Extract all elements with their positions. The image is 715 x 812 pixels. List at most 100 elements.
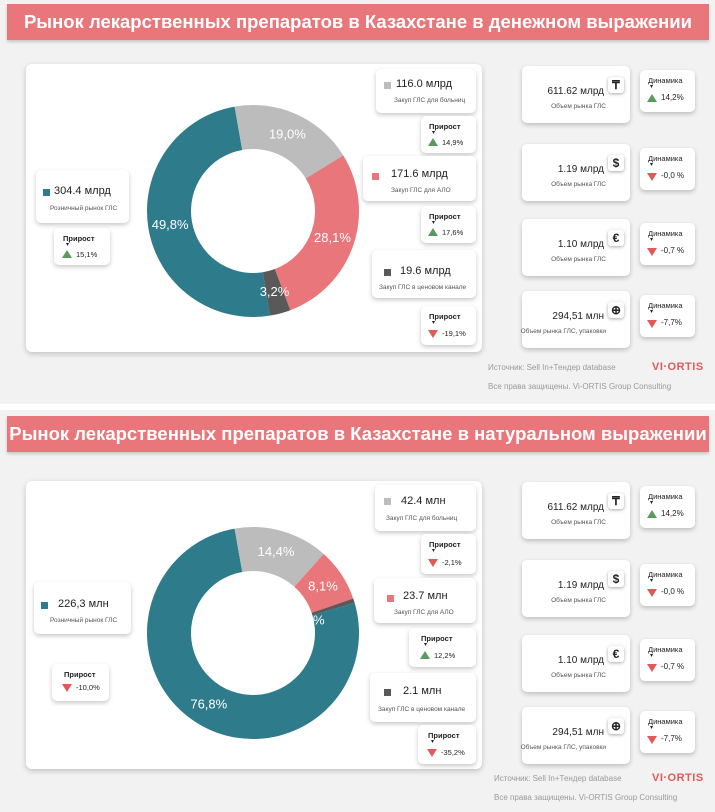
hospital-label: Закуп ГЛС для больниц (386, 515, 458, 522)
down-arrow-icon (647, 589, 657, 597)
dynamics-label: Динамика (648, 645, 683, 654)
dynamics-card: Динамика ▾ -7,7% (640, 295, 695, 337)
growth-label: Прирост (429, 212, 461, 221)
growth-label: Прирост (63, 234, 95, 243)
up-arrow-icon (428, 138, 438, 146)
retail-growth-card: Прирост ▾ 15,1% (54, 228, 110, 265)
package-icon: ⊕ (608, 302, 624, 318)
donut-slice (146, 106, 270, 318)
rights-text: Все права защищены. Vi-ORTIS Group Consu… (488, 382, 672, 391)
growth-value: -35,2% (441, 748, 465, 757)
growth-value: 14,9% (442, 138, 464, 147)
donut-slice (274, 155, 359, 311)
dynamics-tick-icon: ▾ (650, 237, 654, 243)
kpi-value: 1.10 млрд (557, 239, 604, 250)
hospital-value: 116.0 млрд (396, 78, 453, 90)
up-arrow-icon (647, 510, 657, 518)
growth-tick-icon: ▾ (432, 220, 436, 226)
hospital-card: 42.4 млн Закуп ГЛС для больниц (375, 485, 476, 531)
gray-square-icon (384, 82, 391, 89)
section-natural: Рынок лекарственных препаратов в Казахст… (0, 410, 715, 812)
dynamics-value: -0,0 % (661, 587, 685, 596)
price-channel-value: 2.1 млн (403, 685, 442, 697)
down-arrow-icon (427, 749, 437, 757)
kpi-value: 1.19 млрд (557, 164, 604, 175)
donut-slice (311, 598, 355, 616)
price-channel-growth-card: Прирост ▾ -35,2% (418, 725, 476, 764)
down-arrow-icon (428, 330, 438, 338)
kpi-card: 294,51 млн ⊕ Объем рынка ГЛС, упаковки (521, 707, 630, 764)
dynamics-label: Динамика (648, 492, 683, 501)
dynamics-card: Динамика ▾ -0,0 % (640, 148, 695, 190)
price-channel-growth-card: Прирост ▾ -19,1% (421, 306, 476, 345)
growth-tick-icon: ▾ (431, 739, 435, 745)
hospital-card: 116.0 млрд Закуп ГЛС для больниц (376, 69, 476, 113)
dynamics-card: Динамика ▾ -7,7% (640, 711, 695, 753)
kpi-label: Объем рынка ГЛС (551, 672, 606, 679)
retail-value: 304.4 млрд (54, 185, 111, 197)
kpi-card: 1.10 млрд € Объем рынка ГЛС (522, 635, 630, 692)
kpi-value: 1.19 млрд (557, 580, 604, 591)
down-arrow-icon (647, 173, 657, 181)
kpi-label: Объем рынка ГЛС, упаковки (520, 328, 606, 335)
slice-label: 8,1% (308, 579, 338, 594)
donut-chart: 49,8% 19,0% 28,1% 3,2% (146, 105, 359, 318)
growth-value: -2,1% (442, 558, 462, 567)
down-arrow-icon (647, 736, 657, 744)
dynamics-label: Динамика (648, 154, 683, 163)
dynamics-value: -0,7 % (661, 662, 685, 671)
up-arrow-icon (647, 94, 657, 102)
teal-square-icon (43, 189, 50, 196)
euro-icon: € (608, 230, 624, 246)
slice-label: 19,0% (269, 126, 306, 141)
dynamics-tick-icon: ▾ (650, 162, 654, 168)
dynamics-tick-icon: ▾ (650, 309, 654, 315)
dynamics-card: Динамика ▾ -0,7 % (640, 223, 695, 265)
dynamics-tick-icon: ▾ (650, 578, 654, 584)
alo-label: Закуп ГЛС для АЛО (394, 609, 454, 616)
growth-value: 15,1% (76, 250, 98, 259)
alo-growth-card: Прирост ▾ 12,2% (409, 628, 476, 667)
kpi-value: 1.10 млрд (557, 655, 604, 666)
vi-ortis-logo: VI·ORTIS (652, 772, 704, 784)
price-channel-label: Закуп ГЛС в ценовом канале (379, 284, 467, 291)
separator (0, 404, 715, 410)
down-arrow-icon (62, 684, 72, 692)
kpi-value: 611.62 млрд (547, 86, 605, 97)
pink-square-icon (372, 173, 379, 180)
kpi-label: Объем рынка ГЛС (551, 519, 606, 526)
donut-chart: 76,8% 14,4% 8,1% 0,7% (147, 527, 359, 739)
dynamics-value: -0,0 % (661, 171, 685, 180)
dynamics-label: Динамика (648, 717, 683, 726)
retail-label: Розничный рынок ГЛС (50, 205, 118, 212)
kpi-label: Объем рынка ГЛС (551, 597, 606, 604)
slice-label: 49,8% (152, 217, 189, 232)
kpi-card: 1.19 млрд $ Объем рынка ГЛС (522, 144, 630, 201)
retail-card: 226,3 млн Розничный рынок ГЛС (34, 582, 131, 634)
hospital-value: 42.4 млн (401, 495, 446, 507)
gray-square-icon (384, 498, 391, 505)
hospital-growth-card: Прирост ▾ 14,9% (421, 116, 476, 153)
growth-tick-icon: ▾ (432, 130, 436, 136)
growth-label: Прирост (421, 634, 453, 643)
price-channel-card: 19.6 млрд Закуп ГЛС в ценовом канале (372, 250, 476, 298)
section-title: Рынок лекарственных препаратов в Казахст… (7, 4, 709, 40)
donut-slice (147, 528, 359, 739)
growth-value: 17,6% (442, 228, 464, 237)
growth-tick-icon: ▾ (432, 548, 436, 554)
retail-label: Розничный рынок ГЛС (50, 617, 118, 624)
package-icon: ⊕ (608, 718, 624, 734)
hospital-growth-card: Прирост ▾ -2,1% (421, 534, 476, 574)
slice-label: 0,7% (295, 612, 325, 627)
growth-value: -19,1% (442, 329, 466, 338)
euro-icon: € (608, 646, 624, 662)
down-arrow-icon (647, 248, 657, 256)
donut-slice (234, 105, 344, 179)
alo-card: 171.6 млрд Закуп ГЛС для АЛО (363, 156, 476, 201)
section-monetary: Рынок лекарственных препаратов в Казахст… (0, 0, 715, 404)
growth-tick-icon: ▾ (432, 320, 436, 326)
dynamics-card: Динамика ▾ -0,0 % (640, 564, 695, 606)
dollar-icon: $ (608, 155, 624, 171)
kpi-value: 611.62 млрд (547, 502, 605, 513)
growth-tick-icon: ▾ (66, 242, 70, 248)
